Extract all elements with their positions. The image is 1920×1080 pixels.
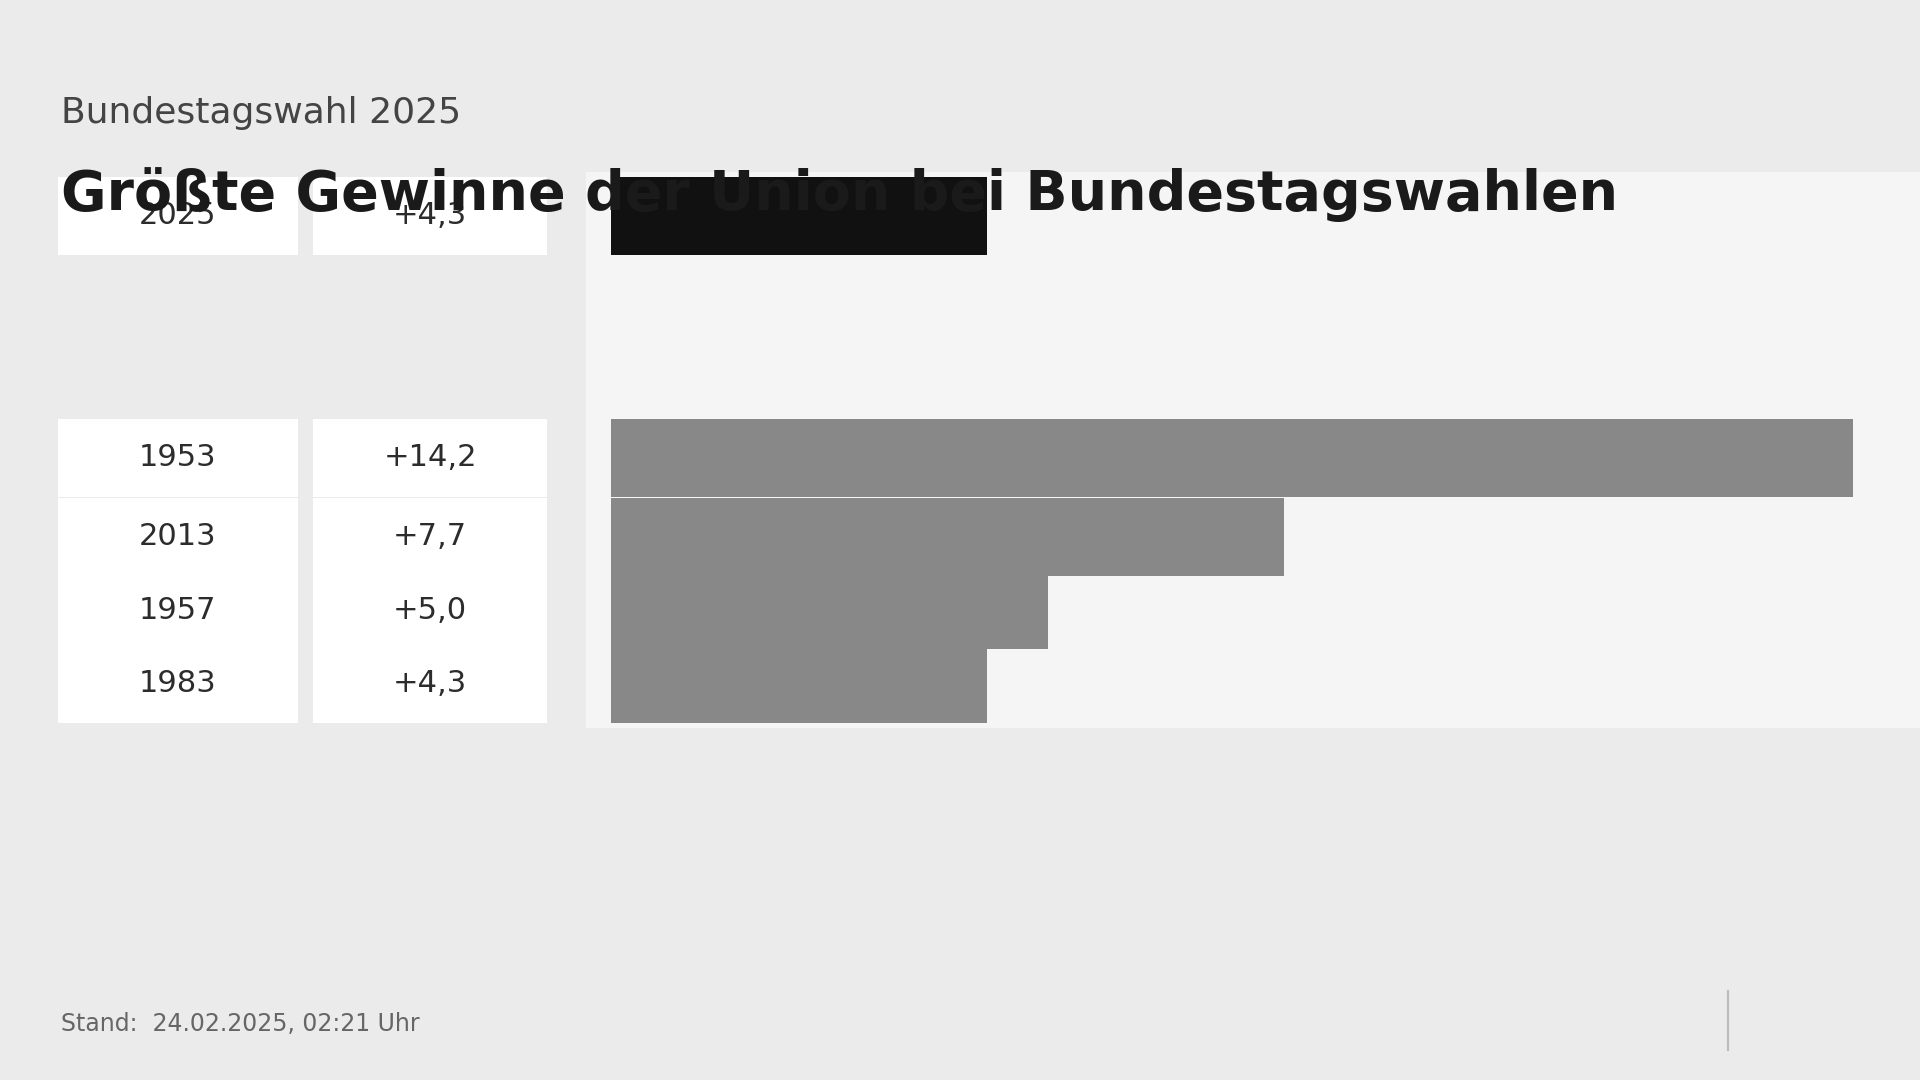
FancyBboxPatch shape xyxy=(611,177,987,255)
FancyBboxPatch shape xyxy=(58,645,298,723)
FancyBboxPatch shape xyxy=(313,419,547,497)
FancyBboxPatch shape xyxy=(58,177,298,255)
FancyBboxPatch shape xyxy=(313,645,547,723)
FancyBboxPatch shape xyxy=(611,571,1048,649)
FancyBboxPatch shape xyxy=(58,571,298,649)
Text: 1983: 1983 xyxy=(138,670,217,698)
Text: +7,7: +7,7 xyxy=(394,523,467,551)
FancyBboxPatch shape xyxy=(611,498,1284,576)
FancyBboxPatch shape xyxy=(58,419,298,497)
Text: Größte Gewinne der Union bei Bundestagswahlen: Größte Gewinne der Union bei Bundestagsw… xyxy=(61,167,1619,221)
FancyBboxPatch shape xyxy=(586,172,1920,728)
FancyBboxPatch shape xyxy=(58,498,298,576)
Text: +4,3: +4,3 xyxy=(394,202,467,230)
FancyBboxPatch shape xyxy=(611,419,1853,497)
FancyBboxPatch shape xyxy=(313,177,547,255)
Text: +14,2: +14,2 xyxy=(384,444,476,472)
FancyBboxPatch shape xyxy=(611,645,987,723)
Text: Bundestagswahl 2025: Bundestagswahl 2025 xyxy=(61,96,461,131)
Text: +4,3: +4,3 xyxy=(394,670,467,698)
Text: 2013: 2013 xyxy=(138,523,217,551)
Text: 2025: 2025 xyxy=(138,202,217,230)
Text: +5,0: +5,0 xyxy=(394,596,467,624)
FancyBboxPatch shape xyxy=(313,571,547,649)
Text: 1957: 1957 xyxy=(138,596,217,624)
Text: 1953: 1953 xyxy=(138,444,217,472)
FancyBboxPatch shape xyxy=(313,498,547,576)
Text: Stand:  24.02.2025, 02:21 Uhr: Stand: 24.02.2025, 02:21 Uhr xyxy=(61,1012,420,1036)
